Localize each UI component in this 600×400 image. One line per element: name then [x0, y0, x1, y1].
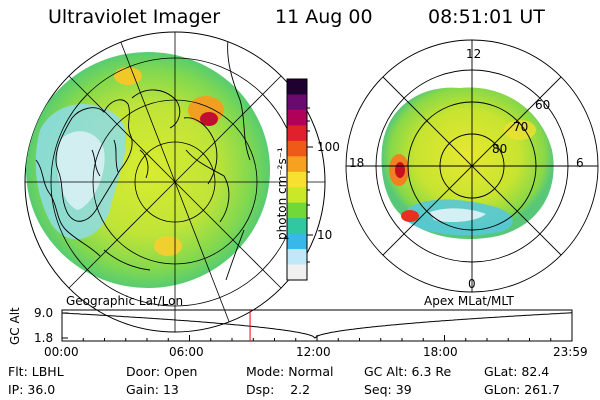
timeline-ytick-1-8: 1.8 — [34, 331, 54, 345]
colorbar-frame — [286, 78, 308, 281]
colorbar — [286, 78, 313, 281]
colorbar-segment — [287, 218, 307, 235]
orbit-timeline — [61, 309, 573, 342]
colorbar-segment — [287, 233, 307, 250]
timeline-ticks — [61, 335, 573, 341]
colorbar-segment — [287, 202, 307, 219]
observation-time: 08:51:01 UT — [428, 6, 545, 28]
timeline-ylabel: GC Alt — [8, 307, 22, 345]
colorbar-segment — [287, 171, 307, 188]
orbit-altitude-curve — [61, 312, 573, 339]
geo-spot-north — [114, 67, 142, 85]
mlt-label-18: 18 — [349, 156, 365, 170]
colorbar-tick-10: 10 — [317, 228, 333, 242]
timeline-xtick-2359: 23:59 — [553, 345, 588, 359]
mlt-label-6: 6 — [576, 156, 584, 170]
geographic-map — [24, 31, 326, 333]
colorbar-segment — [287, 249, 307, 266]
lat-label-80: 80 — [492, 142, 508, 156]
colorbar-segment — [287, 79, 307, 96]
observation-date: 11 Aug 00 — [275, 6, 373, 28]
colorbar-segment — [287, 109, 307, 126]
info-dsp: Dsp: 2.2 — [246, 382, 311, 397]
colorbar-segment — [287, 264, 307, 281]
info-gc-alt: GC Alt: 6.3 Re — [364, 364, 452, 379]
colorbar-unit-label: photon cm⁻²s⁻¹ — [275, 147, 289, 240]
timeline-xtick-0600: 06:00 — [169, 345, 204, 359]
timeline-ytick-9: 9.0 — [34, 306, 54, 320]
info-ip: IP: 36.0 — [8, 382, 56, 397]
colorbar-segment — [287, 125, 307, 142]
info-mode: Mode: Normal — [246, 364, 334, 379]
geo-spot-south — [154, 236, 182, 256]
apex-polar-plot — [345, 39, 599, 293]
geo-panel-caption: Geographic Lat/Lon — [66, 294, 184, 308]
timeline-xtick-1200: 12:00 — [296, 345, 331, 359]
instrument-title: Ultraviolet Imager — [48, 6, 221, 28]
apex-dusk-spot-core — [395, 162, 405, 178]
info-seq: Seq: 39 — [364, 382, 412, 397]
colorbar-ticks — [307, 107, 313, 263]
info-filter: Flt: LBHL — [8, 364, 64, 379]
timeline-xtick-0000: 00:00 — [44, 345, 79, 359]
lat-label-60: 60 — [535, 98, 551, 112]
info-gain: Gain: 13 — [126, 382, 179, 397]
lat-label-70: 70 — [513, 120, 529, 134]
coastlines — [35, 39, 251, 281]
colorbar-segment — [287, 140, 307, 157]
geo-bright-spot-core — [200, 112, 218, 126]
mlt-label-0: 0 — [468, 277, 476, 291]
info-glon: GLon: 261.7 — [484, 382, 560, 397]
info-door: Door: Open — [126, 364, 198, 379]
timeline-xtick-1800: 18:00 — [423, 345, 458, 359]
colorbar-segments — [287, 79, 307, 281]
apex-spot-southwest — [401, 210, 419, 222]
mlt-label-12: 12 — [466, 47, 482, 61]
apex-grid — [345, 39, 599, 293]
colorbar-segment — [287, 94, 307, 111]
colorbar-segment — [287, 156, 307, 173]
info-glat: GLat: 82.4 — [484, 364, 550, 379]
apex-panel-caption: Apex MLat/MLT — [424, 294, 514, 308]
colorbar-tick-100: 100 — [317, 140, 340, 154]
colorbar-segment — [287, 187, 307, 204]
